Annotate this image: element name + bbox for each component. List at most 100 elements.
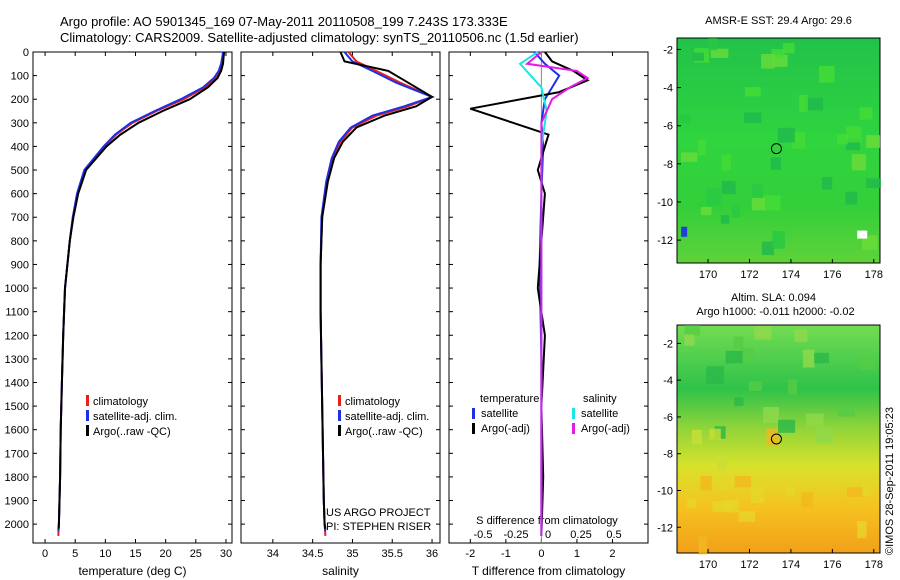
legend-label: climatology — [93, 396, 149, 408]
legend-label: satellite — [481, 408, 518, 420]
legend-label: satellite — [581, 408, 618, 420]
legend-title: salinity — [583, 393, 617, 405]
heatmap-cell — [782, 43, 795, 54]
heatmap-cell — [752, 184, 763, 202]
heatmap-cell — [818, 66, 835, 83]
y-tick-label: 900 — [11, 259, 29, 271]
heatmap-cell — [799, 95, 808, 112]
y-tick-label: 1000 — [5, 283, 29, 295]
heatmap-cell — [744, 87, 761, 97]
heatmap-cell — [802, 349, 815, 368]
heatmap-cell — [684, 325, 701, 336]
header-line-2: Climatology: CARS2009. Satellite-adjuste… — [60, 30, 579, 45]
heatmap-cell — [721, 154, 731, 171]
y-tick-label: -8 — [663, 159, 673, 171]
x-tick-label: 170 — [699, 269, 717, 281]
project-annotation: US ARGO PROJECT — [326, 507, 431, 519]
heatmap-cell — [751, 197, 765, 211]
x-tick-label: 170 — [699, 559, 717, 571]
heatmap-cell — [692, 52, 704, 61]
plot-frame — [448, 51, 649, 544]
heatmap-cell — [733, 336, 744, 349]
heatmap-cell — [814, 352, 830, 364]
y-tick-label: -8 — [663, 449, 673, 461]
x-tick-label: 2 — [609, 548, 615, 560]
heatmap-cell — [794, 329, 808, 342]
y-tick-label: 1400 — [5, 377, 29, 389]
heatmap-cell — [720, 214, 730, 224]
pi-annotation: PI: STEPHEN RISER — [326, 521, 431, 533]
y-tick-label: 600 — [11, 189, 29, 201]
heatmap-cell — [861, 235, 878, 250]
x-tick-label: -2 — [465, 548, 475, 560]
y-tick-label: 1600 — [5, 425, 29, 437]
x-tick-label: 174 — [782, 269, 800, 281]
heatmap-cell — [821, 177, 833, 190]
heatmap-cell — [698, 536, 708, 555]
legend-label: Argo(..raw -QC) — [93, 426, 171, 438]
legend-swatch — [472, 423, 475, 434]
legend-label: Argo(-adj) — [581, 423, 630, 435]
legend-swatch — [572, 423, 575, 434]
heatmap-cell — [778, 419, 796, 433]
heatmap-cell — [687, 498, 696, 509]
top-axis-label: S difference from climatology — [476, 515, 618, 527]
y-tick-label: 500 — [11, 165, 29, 177]
heatmap-cell — [684, 334, 695, 346]
legend-swatch — [86, 395, 89, 406]
heatmap-cell — [805, 97, 824, 111]
legend-swatch — [86, 410, 89, 421]
heatmap-cell — [851, 154, 867, 171]
series-line-1 — [469, 51, 590, 536]
heatmap-cell — [734, 397, 744, 407]
legend-label: satellite-adj. clim. — [345, 411, 429, 423]
plot-frame — [32, 51, 233, 544]
legend-label: Argo(-adj) — [481, 423, 530, 435]
s-tick-label: 0.25 — [570, 529, 591, 541]
s-tick-label: -0.25 — [503, 529, 528, 541]
heatmap-cell — [724, 474, 742, 486]
legend-label: satellite-adj. clim. — [93, 411, 177, 423]
heatmap-cell — [859, 357, 876, 370]
y-tick-label: 400 — [11, 141, 29, 153]
x-axis-label: salinity — [322, 564, 359, 578]
heatmap-cell — [678, 114, 691, 124]
heatmap-cell — [771, 49, 785, 58]
x-tick-label: 34.5 — [302, 548, 323, 560]
map-panel-1: 170 172 174 176 178 -2 -4 -6 -8 -10 -12 AMSR-E SST:… — [657, 15, 883, 281]
y-tick-label: 2000 — [5, 519, 29, 531]
y-tick-label: 800 — [11, 236, 29, 248]
heatmap-cell — [837, 134, 848, 145]
heatmap-cell — [846, 126, 862, 143]
x-axis-label: temperature (deg C) — [78, 564, 186, 578]
heatmap-cell — [691, 429, 702, 445]
x-tick-label: 15 — [129, 548, 141, 560]
legend-swatch — [86, 425, 89, 436]
missing-data-cell — [857, 230, 868, 239]
heatmap-cell — [777, 127, 795, 143]
heatmap-cell — [681, 152, 698, 162]
x-tick-label: 178 — [865, 269, 883, 281]
heatmap-field — [676, 37, 881, 264]
profile-location-marker — [770, 433, 782, 445]
y-tick-label: 700 — [11, 212, 29, 224]
s-tick-label: -0.5 — [474, 529, 493, 541]
y-tick-label: 100 — [11, 71, 29, 83]
legend-swatch — [338, 395, 341, 406]
heatmap-cell — [866, 135, 881, 148]
heatmap-cell — [784, 486, 795, 497]
x-tick-label: 172 — [740, 559, 758, 571]
heatmap-cell — [763, 195, 781, 211]
y-tick-label: 1700 — [5, 448, 29, 460]
legend-label: Argo(..raw -QC) — [345, 426, 423, 438]
heatmap-cell — [700, 475, 712, 491]
heatmap-cell — [846, 487, 864, 497]
figure-header: Argo profile: AO 5901345_169 07-May-2011… — [0, 0, 660, 46]
series-line-2 — [57, 51, 226, 529]
y-tick-label: -2 — [663, 338, 673, 350]
heatmap-cell — [731, 204, 741, 218]
heatmap-cell — [815, 427, 833, 444]
y-tick-label: -6 — [663, 412, 673, 424]
series-line-2 — [319, 51, 434, 529]
x-tick-label: 5 — [72, 548, 78, 560]
